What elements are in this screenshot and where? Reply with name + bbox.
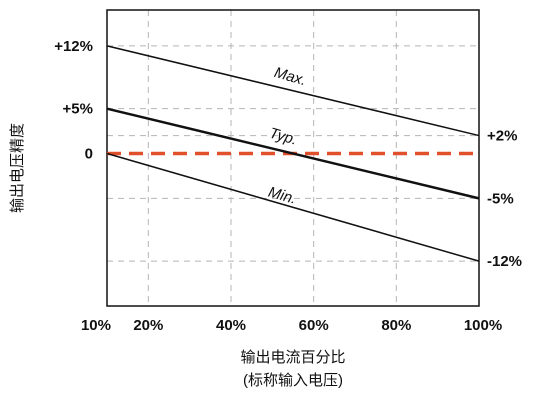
plot-frame [106,9,480,307]
series-label-max: Max. [272,64,308,89]
x-tick-label: 60% [299,317,329,334]
tick-labels: +12% +5% 0 +2% -5% -12% 10% 20% 40% 60% 80% 100% [54,38,522,334]
x-tick-label: 10% [81,317,111,334]
series-label-min: Min. [266,184,298,208]
x-tick-label: 40% [216,317,246,334]
x-tick-label: 80% [381,317,411,334]
y-tick-label-right: -5% [487,190,514,207]
x-axis-sublabel: (标称输入电压) [243,372,343,389]
series-label-typ: Typ. [267,125,299,149]
series-line-max [106,45,480,137]
y-tick-label-left: 0 [85,146,93,163]
y-tick-label-left: +12% [54,38,93,55]
series-lines: Max. Typ. Min. [106,45,480,262]
x-tick-label: 100% [464,317,502,334]
series-line-min [106,152,480,262]
y-tick-label-right: +2% [487,128,517,145]
y-tick-label-left: +5% [63,101,93,118]
x-tick-label: 20% [133,317,163,334]
y-axis-label: 输出电压精度 [9,123,26,213]
series-line-typ [106,107,480,200]
x-axis-label: 输出电流百分比 [240,349,345,366]
grid [107,10,479,306]
y-tick-label-right: -12% [487,253,522,270]
